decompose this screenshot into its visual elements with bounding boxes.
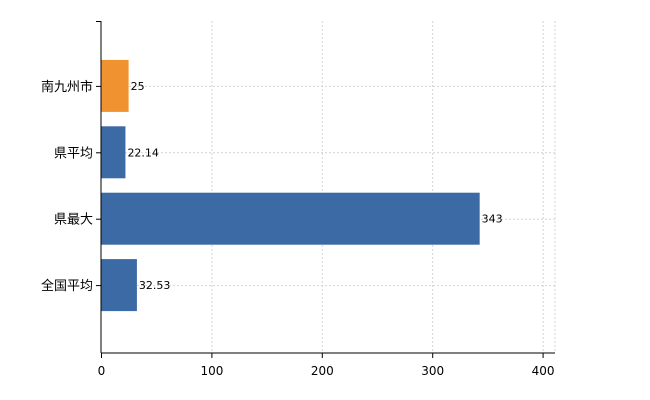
bar [101,126,126,179]
data-label: 22.14 [127,146,159,159]
axes-group [96,21,555,358]
x-tick-label: 100 [200,364,223,378]
bar [101,192,480,245]
data-label: 32.53 [139,279,171,292]
category-label: 県最大 [54,213,93,228]
bars-group [101,59,480,312]
x-tick-label: 400 [532,364,555,378]
x-tick-label: 300 [421,364,444,378]
data-label: 343 [482,213,503,226]
grid-lines [101,21,556,353]
category-label: 南九州市 [41,79,93,95]
bar [101,259,137,312]
category-label: 県平均 [54,146,93,161]
labels-group: 0 100 200 300 400 南九州市 25 県平均 22.14 県最大 343 全国平均 32.… [41,79,555,378]
x-tick-label: 200 [311,364,334,378]
x-tick-label: 0 [98,364,106,378]
category-label: 全国平均 [41,278,93,294]
data-label: 25 [131,80,145,93]
bar [101,59,129,112]
